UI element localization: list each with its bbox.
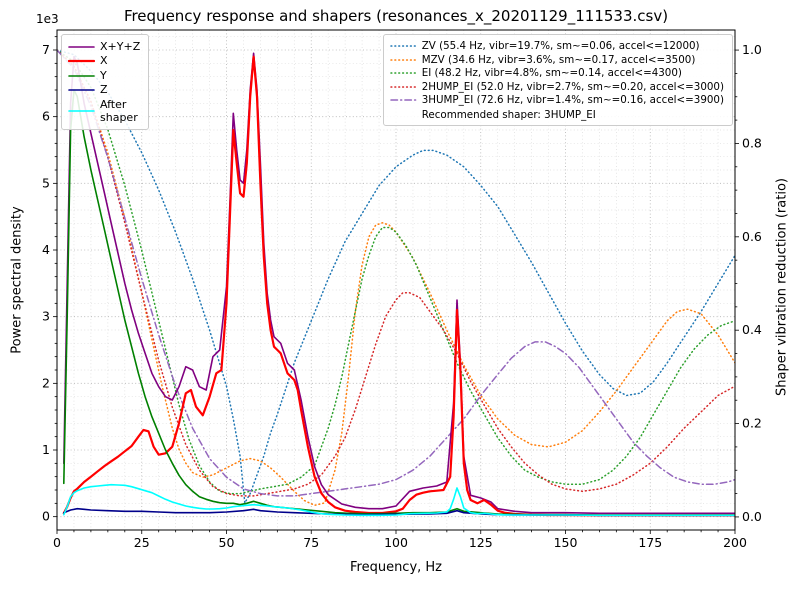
- series-ZV: [57, 49, 735, 504]
- left-y-tick-label: 6: [42, 109, 50, 124]
- legend-line-sample: [389, 99, 417, 102]
- legend-line-sample: [389, 86, 417, 88]
- right-y-tick-label: 1.0: [742, 42, 762, 57]
- series-MZV: [57, 49, 735, 507]
- right-y-tick-label: 0.8: [742, 135, 762, 150]
- right-y-tick-label: 0.6: [742, 229, 762, 244]
- left-axis-offset-label: 1e3: [36, 12, 59, 26]
- series-EI: [57, 49, 735, 495]
- series-X: [62, 55, 735, 517]
- legend-item: After shaper: [68, 98, 140, 125]
- legend-item: X: [68, 54, 140, 67]
- legend-item: 3HUMP_EI (72.6 Hz, vibr=1.4%, sm~=0.16, …: [389, 94, 724, 107]
- right-y-tick-label: 0.2: [742, 416, 762, 431]
- legend-line-sample: [68, 45, 95, 48]
- left-y-tick-label: 0: [42, 509, 50, 524]
- recommended-shaper-note: Recommended shaper: 3HUMP_EI: [421, 108, 596, 121]
- x-tick-label: 125: [469, 535, 493, 550]
- legend-item: Z: [68, 83, 140, 96]
- left-y-tick-label: 1: [42, 442, 50, 457]
- legend-label: X+Y+Z: [100, 40, 141, 53]
- x-axis-label: Frequency, Hz: [349, 560, 443, 575]
- legend-item: 2HUMP_EI (52.0 Hz, vibr=2.7%, sm~=0.20, …: [389, 80, 724, 94]
- legend-item: X+Y+Z: [68, 40, 140, 53]
- left-y-axis-label: Power spectral density: [9, 206, 25, 354]
- x-tick-label: 200: [723, 535, 747, 550]
- legend-label: 2HUMP_EI (52.0 Hz, vibr=2.7%, sm~=0.20, …: [421, 80, 724, 93]
- legend-label: X: [100, 54, 108, 68]
- x-tick-label: 75: [303, 535, 319, 550]
- tick-marks: [53, 36, 739, 534]
- right-y-tick-label: 0.0: [742, 509, 762, 524]
- legend-item: EI (48.2 Hz, vibr=4.8%, sm~=0.14, accel<…: [389, 67, 724, 80]
- legend-line-sample: [389, 59, 417, 61]
- left-y-tick-label: 4: [42, 242, 50, 257]
- shaper-curves: [57, 49, 735, 507]
- legend-label: After shaper: [100, 97, 138, 125]
- legend-line-sample: [389, 72, 417, 75]
- psd-legend: X+Y+Z X Y Z After shaper: [61, 34, 150, 131]
- legend-label: MZV (34.6 Hz, vibr=3.6%, sm~=0.17, accel…: [421, 53, 696, 66]
- left-y-tick-label: 2: [42, 375, 50, 390]
- legend-item: ZV (55.4 Hz, vibr=19.7%, sm~=0.06, accel…: [389, 40, 724, 53]
- legend-line-sample: [389, 45, 417, 48]
- legend-line-sample: [68, 74, 95, 77]
- series-Y: [63, 89, 735, 516]
- series-3HUMP_EI: [57, 49, 735, 497]
- legend-label: Y: [100, 68, 107, 82]
- chart-title: Frequency response and shapers (resonanc…: [123, 7, 669, 25]
- right-y-tick-label: 0.4: [742, 322, 762, 337]
- legend-label: 3HUMP_EI (72.6 Hz, vibr=1.4%, sm~=0.16, …: [421, 94, 724, 107]
- series-2HUMP_EI: [57, 49, 735, 497]
- shaper-legend: ZV (55.4 Hz, vibr=19.7%, sm~=0.06, accel…: [382, 34, 733, 126]
- legend-line-sample: [68, 89, 95, 91]
- x-tick-label: 50: [219, 535, 235, 550]
- x-tick-label: 25: [134, 535, 150, 550]
- x-tick-label: 175: [638, 535, 662, 550]
- legend-label: EI (48.2 Hz, vibr=4.8%, sm~=0.14, accel<…: [421, 67, 682, 80]
- tick-labels: 0 25 50 75 100 125 150 175 200 0 1 2 3 4 5 6 7 0.0 0.2 0.4 0…: [42, 42, 762, 550]
- left-y-tick-label: 5: [42, 175, 50, 190]
- left-y-tick-label: 7: [42, 42, 50, 57]
- legend-item: Y: [68, 69, 140, 82]
- series-After-shaper: [63, 483, 735, 517]
- legend-label: Z: [100, 83, 108, 97]
- legend-label: ZV (55.4 Hz, vibr=19.7%, sm~=0.06, accel…: [421, 40, 700, 52]
- right-y-axis-label: Shaper vibration reduction (ratio): [774, 178, 790, 396]
- x-tick-label: 150: [554, 535, 578, 550]
- x-tick-label: 100: [384, 535, 408, 550]
- legend-item: MZV (34.6 Hz, vibr=3.6%, sm~=0.17, accel…: [389, 53, 724, 67]
- psd-curves: [62, 52, 735, 517]
- legend-line-sample: [68, 110, 95, 112]
- legend-line-sample: [68, 60, 95, 63]
- x-tick-label: 0: [53, 535, 61, 550]
- left-y-tick-label: 3: [42, 309, 50, 324]
